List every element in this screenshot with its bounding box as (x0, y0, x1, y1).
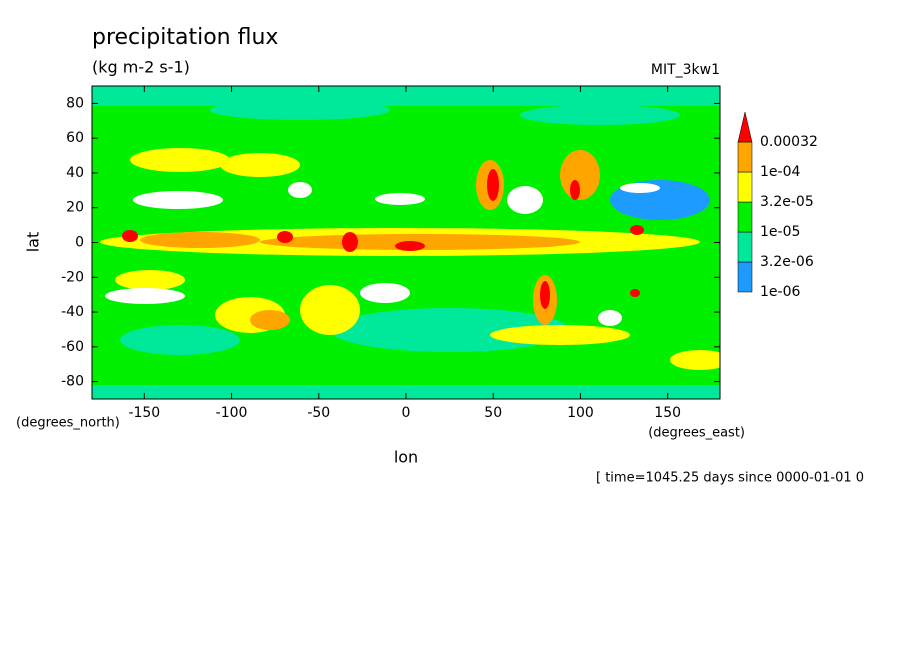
x-axis-label: lon (394, 448, 418, 467)
y-tick-label: 20 (66, 200, 84, 216)
y-tick-label: -60 (61, 339, 84, 355)
colorbar-box (737, 231, 753, 263)
x-tick-label: 100 (567, 405, 594, 421)
colorbar-box (737, 141, 753, 173)
subtitle: (kg m-2 s-1) (92, 58, 190, 77)
y-tick-label: 80 (66, 95, 84, 111)
y-axis-label: lat (24, 232, 43, 253)
colorbar-label: 3.2e-06 (760, 254, 814, 270)
x-tick-label: 150 (654, 405, 681, 421)
x-tick-label: 0 (402, 405, 411, 421)
y-tick-label: -20 (61, 269, 84, 285)
x-unit: (degrees_east) (648, 426, 745, 441)
x-tick-label: -150 (128, 405, 160, 421)
dataset-label: MIT_3kw1 (651, 62, 720, 78)
field (92, 86, 720, 399)
colorbar-label: 1e-05 (760, 224, 800, 240)
x-tick-label: -50 (307, 405, 330, 421)
colorbar-box (737, 171, 753, 203)
y-tick-label: -40 (61, 304, 84, 320)
y-tick-label: 0 (75, 235, 84, 251)
colorbar-label: 0.00032 (760, 134, 818, 150)
chart-title: precipitation flux (92, 25, 278, 50)
y-tick-label: -80 (61, 374, 84, 390)
colorbar-label: 1e-06 (760, 284, 800, 300)
x-tick-label: -100 (216, 405, 248, 421)
x-tick-label: 50 (484, 405, 502, 421)
y-tick-label: 60 (66, 130, 84, 146)
colorbar-label: 3.2e-05 (760, 194, 814, 210)
y-unit: (degrees_north) (16, 416, 120, 431)
colorbar-box (737, 201, 753, 233)
colorbar-box (737, 261, 753, 293)
footer: [ time=1045.25 days since 0000-01-01 0 (596, 471, 864, 486)
colorbar-triangle (737, 111, 753, 143)
y-tick-label: 40 (66, 165, 84, 181)
colorbar-label: 1e-04 (760, 164, 800, 180)
